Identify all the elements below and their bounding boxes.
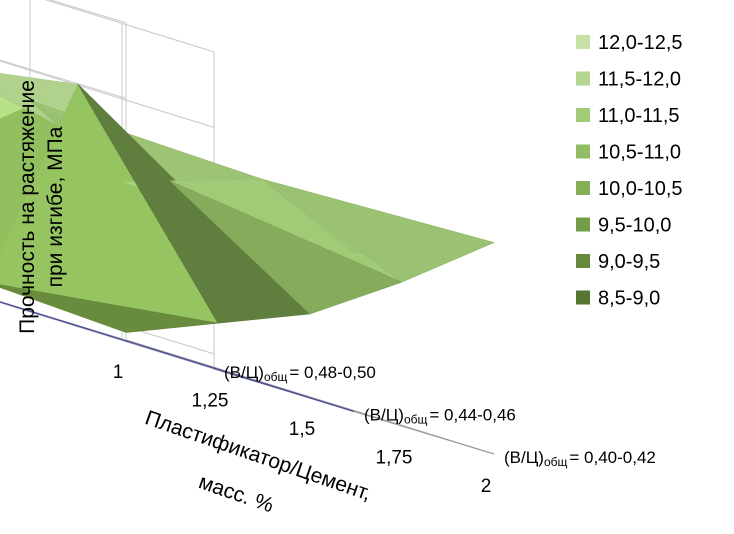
gridline-left-wall — [48, 0, 127, 24]
legend-label: 11,5-12,0 — [598, 69, 681, 91]
y-category-label: (В/Ц)общ = 0,40-0,42 — [504, 448, 656, 469]
surface-facet — [169, 180, 403, 315]
surface-facet — [0, 284, 219, 333]
x-tick-label: 1,75 — [376, 448, 413, 469]
x-tick-label: 1 — [113, 362, 124, 383]
chart-legend: 12,0-12,5 11,5-12,0 11,0-11,5 10,5-11,0 10,0… — [576, 32, 683, 310]
legend-swatch — [576, 181, 590, 195]
gridline-left-wall — [0, 59, 127, 99]
legend-label: 10,5-11,0 — [598, 142, 681, 164]
surface-facet — [261, 178, 495, 283]
y-category-label: (В/Ц)общ = 0,44-0,46 — [364, 406, 516, 427]
x-tick-label: 1,5 — [289, 419, 315, 440]
legend-label: 11,0-11,5 — [598, 105, 680, 127]
legend-label: 12,0-12,5 — [598, 32, 683, 54]
legend-swatch — [576, 290, 590, 305]
legend-swatch — [576, 71, 590, 86]
x-tick-label: 1,25 — [192, 391, 229, 412]
z-axis-title-line-2: при изгибе, МПа — [44, 126, 67, 287]
x-tick-label: 2 — [481, 476, 492, 497]
y-category-label: (В/Ц)общ = 0,48-0,50 — [224, 363, 376, 384]
legend-label: 10,0-10,5 — [598, 178, 683, 200]
axis-ticks: 91011121311,251,51,752(В/Ц)общ= 0,48-0,5… — [113, 362, 656, 497]
legend-swatch — [576, 254, 590, 268]
gridline-floor — [0, 302, 215, 370]
legend-swatch — [576, 35, 590, 49]
legend-swatch — [576, 144, 590, 159]
legend-label: 9,0-9,5 — [598, 251, 660, 273]
surface-plot — [0, 73, 495, 333]
legend-label: 9,5-10,0 — [598, 215, 671, 237]
floor-series-line — [0, 301, 355, 413]
legend-swatch — [576, 108, 590, 122]
x-axis-title-line-2: масс. % — [196, 470, 277, 517]
gridline-back-wall — [44, 0, 215, 53]
floor-edge — [125, 339, 495, 455]
legend-label: 8,5-9,0 — [598, 288, 660, 310]
legend-swatch — [576, 217, 590, 232]
z-axis-title-line-1: Прочность на растяжение — [16, 80, 39, 334]
